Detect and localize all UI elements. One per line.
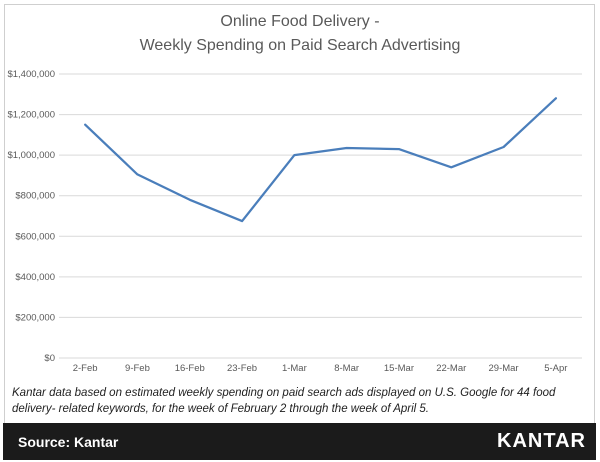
chart-title: Online Food Delivery - Weekly Spending o… (0, 10, 600, 58)
y-tick-label: $1,200,000 (7, 110, 55, 121)
data-line (84, 97, 558, 223)
gridlines (59, 73, 582, 359)
y-tick-label: $0 (44, 353, 55, 364)
y-tick-label: $200,000 (15, 312, 55, 323)
line-chart: $0 $200,000 $400,000 $600,000 $800,000 $1,000… (7, 69, 582, 374)
x-tick-label: 29-Mar (489, 363, 519, 374)
x-tick-label: 16-Feb (175, 363, 205, 374)
y-axis-labels: $0 $200,000 $400,000 $600,000 $800,000 $1,000… (7, 69, 55, 364)
chart-title-line2: Weekly Spending on Paid Search Advertisi… (139, 37, 461, 54)
y-tick-label: $600,000 (15, 231, 55, 242)
source-label: Source: Kantar (18, 433, 119, 450)
y-tick-label: $400,000 (15, 272, 55, 283)
x-tick-label: 1-Mar (282, 363, 307, 374)
footnote: Kantar data based on estimated weekly sp… (12, 385, 590, 417)
spending-series-line (84, 97, 558, 223)
chart-title-line1: Online Food Delivery - (220, 13, 380, 30)
x-tick-label: 5-Apr (544, 363, 567, 374)
x-tick-label: 9-Feb (125, 363, 150, 374)
source-bar: Source: Kantar KANTAR (3, 423, 596, 460)
kantar-logo: KANTAR (497, 430, 586, 452)
x-tick-label: 2-Feb (73, 363, 98, 374)
y-tick-label: $800,000 (15, 191, 55, 202)
y-tick-label: $1,000,000 (7, 150, 55, 161)
x-tick-label: 15-Mar (384, 363, 414, 374)
x-tick-label: 23-Feb (227, 363, 257, 374)
x-tick-label: 22-Mar (436, 363, 466, 374)
y-tick-label: $1,400,000 (7, 69, 55, 80)
footnote-line1: Kantar data based on estimated weekly sp… (12, 387, 556, 415)
x-tick-label: 8-Mar (334, 363, 359, 374)
footnote-line2: related keywords, for the week of Februa… (58, 403, 429, 415)
x-axis-labels: 2-Feb 9-Feb 16-Feb 23-Feb 1-Mar 8-Mar 15-Mar 22… (73, 363, 568, 374)
